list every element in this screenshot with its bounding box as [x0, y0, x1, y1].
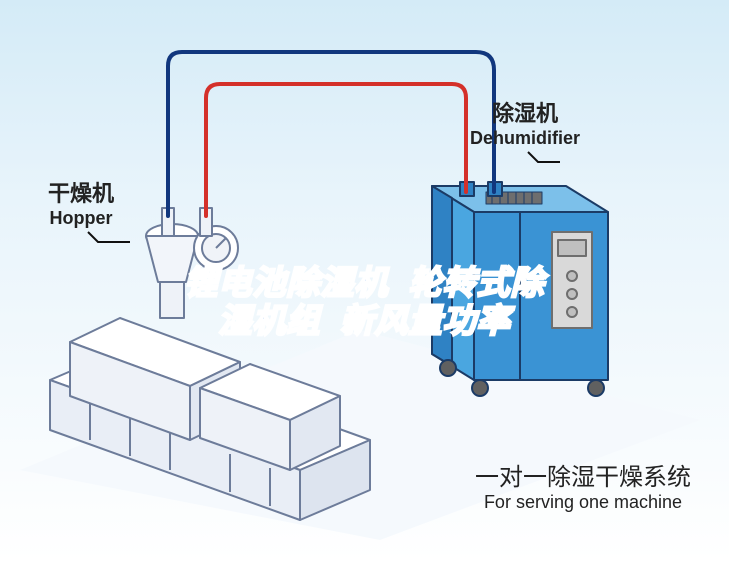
- hopper-label: 干燥机 Hopper: [48, 176, 114, 229]
- caption-cn: 一对一除湿干燥系统: [475, 457, 691, 492]
- caption-en: For serving one machine: [475, 492, 691, 513]
- hopper-label-en: Hopper: [48, 208, 114, 229]
- hopper-label-tick: [88, 232, 130, 242]
- system-caption: 一对一除湿干燥系统 For serving one machine: [475, 457, 691, 513]
- dehumidifier-label: 除湿机 Dehumidifier: [470, 96, 580, 149]
- hopper-label-cn: 干燥机: [48, 176, 114, 208]
- dehumidifier-label-en: Dehumidifier: [470, 128, 580, 149]
- pipe-red: [206, 84, 466, 216]
- dehumidifier-label-tick: [528, 152, 560, 162]
- dehumidifier-label-cn: 除湿机: [470, 96, 580, 128]
- overlay-title-line2: 湿机组 新风量功率: [0, 294, 729, 342]
